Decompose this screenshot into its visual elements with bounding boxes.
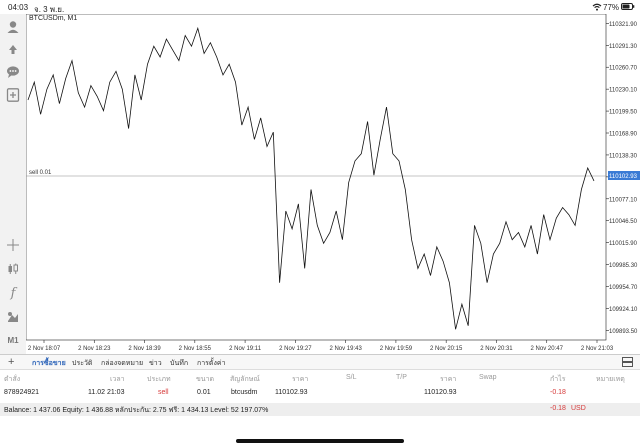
chart-toolbar: f M1 xyxy=(0,14,26,354)
tab-history[interactable]: ประวัติ xyxy=(72,360,93,367)
col-profit: กำไร xyxy=(550,376,566,383)
order-open-price: 110102.93 xyxy=(275,389,308,396)
timeframe-label[interactable]: M1 xyxy=(7,336,19,345)
order-profit: -0.18 xyxy=(550,389,566,396)
y-tick-label: 110260.70 xyxy=(609,66,638,72)
y-tick-label: 110230.10 xyxy=(609,88,638,94)
col-current-price: ราคา xyxy=(440,376,457,383)
y-tick-label: 110199.50 xyxy=(609,110,638,116)
y-tick-label: 110138.30 xyxy=(609,153,638,159)
y-tick-label: 109954.70 xyxy=(609,285,638,291)
battery-icon xyxy=(621,3,635,12)
col-sl: S/L xyxy=(346,374,357,381)
x-tick-label: 2 Nov 21:03 xyxy=(581,346,614,352)
current-price-tag xyxy=(608,171,640,180)
col-tp: T/P xyxy=(396,374,407,381)
tab-settings[interactable]: การตั้งค่า xyxy=(197,360,226,367)
new-order-icon[interactable] xyxy=(4,86,22,104)
y-tick-label: 110046.50 xyxy=(609,219,638,225)
y-tick-label: 110015.90 xyxy=(609,241,638,247)
col-type: ประเภท xyxy=(147,376,171,383)
y-tick-label: 109985.30 xyxy=(609,263,638,269)
table-row[interactable]: 878924921 11.02 21:03 sell 0.01 btcusdm … xyxy=(0,387,640,400)
candles-icon[interactable] xyxy=(4,260,22,278)
x-tick-label: 2 Nov 20:15 xyxy=(430,346,463,352)
x-tick-label: 2 Nov 20:47 xyxy=(531,346,564,352)
trade-arrows-icon[interactable] xyxy=(4,40,22,58)
account-icon[interactable] xyxy=(4,18,22,36)
wifi-icon xyxy=(592,3,602,13)
battery-percent: 77% xyxy=(603,3,620,12)
price-line xyxy=(27,26,595,330)
layout-icon[interactable] xyxy=(622,357,633,369)
chart-svg: 110321.90 110291.30 110260.70 110230.10 1101… xyxy=(25,13,640,352)
balance-text: Balance: 1 437.06 Equity: 1 436.88 หลักป… xyxy=(4,407,269,414)
order-volume: 0.01 xyxy=(197,389,211,396)
order-current-price: 110120.93 xyxy=(424,389,457,396)
order-time: 11.02 21:03 xyxy=(88,389,125,396)
y-tick-label: 110168.90 xyxy=(609,132,638,138)
price-chart[interactable]: 110321.90 110291.30 110260.70 110230.10 1101… xyxy=(25,13,640,354)
x-tick-label: 2 Nov 19:11 xyxy=(229,346,262,352)
col-time: เวลา xyxy=(110,376,125,383)
col-price: ราคา xyxy=(292,376,309,383)
symbol-label: BTCUSDm, M1 xyxy=(29,15,78,22)
x-tick-label: 2 Nov 18:55 xyxy=(179,346,212,352)
orders-table-header: ตำสั่ง เวลา ประเภท ขนาด สัญลักษณ์ ราคา S… xyxy=(0,372,640,385)
col-swap: Swap xyxy=(479,374,497,381)
total-profit: -0.18 xyxy=(550,405,566,412)
indicators-icon[interactable]: f xyxy=(10,285,16,301)
x-tick-label: 2 Nov 18:23 xyxy=(78,346,111,352)
y-tick-label: 110077.10 xyxy=(609,197,638,203)
x-axis: 2 Nov 18:07 2 Nov 18:23 2 Nov 18:39 2 Nov 1… xyxy=(28,340,614,352)
order-type: sell xyxy=(158,389,169,396)
current-price-text: 110102.93 xyxy=(609,174,638,180)
x-tick-label: 2 Nov 18:39 xyxy=(128,346,161,352)
tab-journal[interactable]: บันทึก xyxy=(170,360,189,367)
x-tick-label: 2 Nov 18:07 xyxy=(28,346,61,352)
x-tick-label: 2 Nov 19:59 xyxy=(380,346,413,352)
y-tick-label: 110291.30 xyxy=(609,44,638,50)
order-symbol: btcusdm xyxy=(231,389,258,396)
balance-bar: Balance: 1 437.06 Equity: 1 436.88 หลักป… xyxy=(0,403,640,416)
status-time: 04:03 xyxy=(8,3,29,12)
tab-trade[interactable]: การซื้อขาย xyxy=(32,360,66,367)
col-volume: ขนาด xyxy=(196,376,215,383)
sell-order-label: sell 0.01 xyxy=(29,170,52,176)
x-tick-label: 2 Nov 20:31 xyxy=(480,346,513,352)
add-icon[interactable]: + xyxy=(8,356,15,368)
col-ticket: ตำสั่ง xyxy=(4,376,21,383)
crosshair-icon[interactable] xyxy=(4,236,22,254)
status-date: จ. 3 พ.ย. xyxy=(34,5,65,14)
col-symbol: สัญลักษณ์ xyxy=(230,376,260,383)
chat-icon[interactable] xyxy=(4,63,22,81)
y-tick-label: 109893.50 xyxy=(609,329,638,335)
col-comment: หมายเหตุ xyxy=(596,376,625,383)
home-indicator xyxy=(236,439,404,443)
x-tick-label: 2 Nov 19:43 xyxy=(329,346,362,352)
terminal-tabs: + การซื้อขาย ประวัติ กล่องจดหมาย ข่าว บั… xyxy=(0,354,640,370)
tab-news[interactable]: ข่าว xyxy=(149,360,162,367)
status-bar: 04:03 จ. 3 พ.ย. 77% xyxy=(0,0,640,14)
objects-icon[interactable] xyxy=(4,308,22,326)
y-tick-label: 110321.90 xyxy=(609,22,638,28)
tab-mailbox[interactable]: กล่องจดหมาย xyxy=(101,360,144,367)
y-tick-label: 109924.10 xyxy=(609,307,638,313)
profit-currency: USD xyxy=(571,405,586,412)
x-tick-label: 2 Nov 19:27 xyxy=(279,346,312,352)
chart-frame xyxy=(25,13,607,341)
order-ticket: 878924921 xyxy=(4,389,40,396)
